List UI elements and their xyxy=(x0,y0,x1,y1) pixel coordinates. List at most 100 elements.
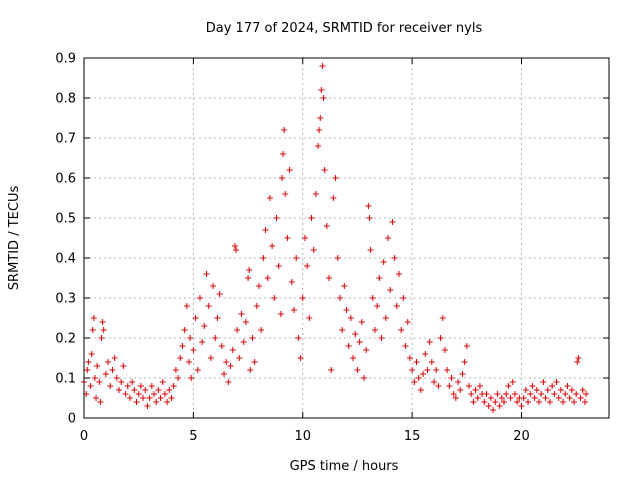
data-point xyxy=(155,387,162,393)
data-point xyxy=(164,399,171,405)
data-point xyxy=(102,371,109,377)
x-tick-label: 5 xyxy=(189,429,197,444)
data-point xyxy=(207,355,214,361)
data-point xyxy=(317,115,324,121)
data-point xyxy=(402,343,409,349)
data-point xyxy=(457,387,464,393)
data-point xyxy=(99,319,106,325)
data-point xyxy=(496,403,503,409)
data-point xyxy=(583,391,590,397)
data-point xyxy=(148,383,155,389)
data-point xyxy=(553,379,560,385)
data-point xyxy=(240,339,247,345)
data-point xyxy=(260,255,267,261)
data-point xyxy=(474,395,481,401)
data-point xyxy=(120,363,127,369)
data-point xyxy=(91,375,98,381)
data-point xyxy=(452,395,459,401)
data-point xyxy=(435,383,442,389)
data-point xyxy=(186,359,192,365)
data-point xyxy=(113,375,120,381)
data-point xyxy=(233,247,240,253)
data-point xyxy=(391,255,398,261)
data-point xyxy=(481,399,488,405)
data-point xyxy=(483,391,490,397)
data-point xyxy=(450,391,457,397)
data-point xyxy=(282,191,289,197)
data-point xyxy=(354,367,361,373)
data-point xyxy=(380,259,387,265)
data-point xyxy=(356,339,363,345)
data-point xyxy=(286,167,293,173)
data-point xyxy=(501,399,507,405)
y-tick-label: 0.7 xyxy=(55,132,76,147)
data-point xyxy=(549,383,556,389)
data-point xyxy=(135,391,142,397)
data-point xyxy=(212,335,219,341)
data-point xyxy=(525,399,532,405)
data-point xyxy=(581,399,588,405)
data-point xyxy=(301,235,308,241)
data-point xyxy=(487,395,494,401)
data-point xyxy=(406,355,413,361)
data-point xyxy=(111,355,118,361)
data-point xyxy=(196,295,203,301)
data-point xyxy=(308,215,315,221)
data-point xyxy=(568,387,575,393)
data-point xyxy=(365,203,372,209)
data-point xyxy=(463,343,470,349)
data-point xyxy=(361,375,367,381)
data-point xyxy=(269,243,276,249)
y-tick-label: 0 xyxy=(68,412,76,427)
data-point xyxy=(369,295,376,301)
data-point xyxy=(382,315,389,321)
data-point xyxy=(544,387,551,393)
data-point xyxy=(284,235,291,241)
data-point xyxy=(330,195,337,201)
data-point xyxy=(187,335,194,341)
y-tick-label: 0.4 xyxy=(55,252,76,267)
data-point xyxy=(280,151,287,157)
data-point xyxy=(245,275,252,281)
data-point xyxy=(205,303,212,309)
data-point xyxy=(468,391,475,397)
data-point xyxy=(542,395,549,401)
data-point xyxy=(415,375,422,381)
data-point xyxy=(507,395,514,401)
data-point xyxy=(166,387,173,393)
data-point xyxy=(326,275,332,281)
data-point xyxy=(168,395,175,401)
data-point xyxy=(560,399,567,405)
data-point xyxy=(566,395,573,401)
data-point xyxy=(122,391,129,397)
data-point xyxy=(310,247,317,253)
data-point xyxy=(157,395,164,401)
data-point xyxy=(494,391,501,397)
data-point xyxy=(133,399,140,405)
data-point xyxy=(97,399,104,405)
data-point xyxy=(236,355,243,361)
data-point xyxy=(273,215,280,221)
data-point xyxy=(84,367,91,373)
data-point xyxy=(531,395,538,401)
data-point xyxy=(466,383,472,389)
data-point xyxy=(492,399,499,405)
data-point xyxy=(98,335,105,341)
data-point xyxy=(538,391,545,397)
data-point xyxy=(557,387,564,393)
data-point xyxy=(225,379,232,385)
data-point xyxy=(316,127,323,133)
data-point xyxy=(571,399,577,405)
data-point xyxy=(455,379,462,385)
data-point xyxy=(264,275,271,281)
data-point xyxy=(336,295,343,301)
data-point xyxy=(485,403,492,409)
data-point xyxy=(431,379,437,385)
data-point xyxy=(520,395,527,401)
plot-frame xyxy=(83,57,610,419)
data-point xyxy=(218,343,225,349)
data-point xyxy=(461,359,468,365)
data-point xyxy=(332,175,339,181)
data-point xyxy=(378,335,385,341)
